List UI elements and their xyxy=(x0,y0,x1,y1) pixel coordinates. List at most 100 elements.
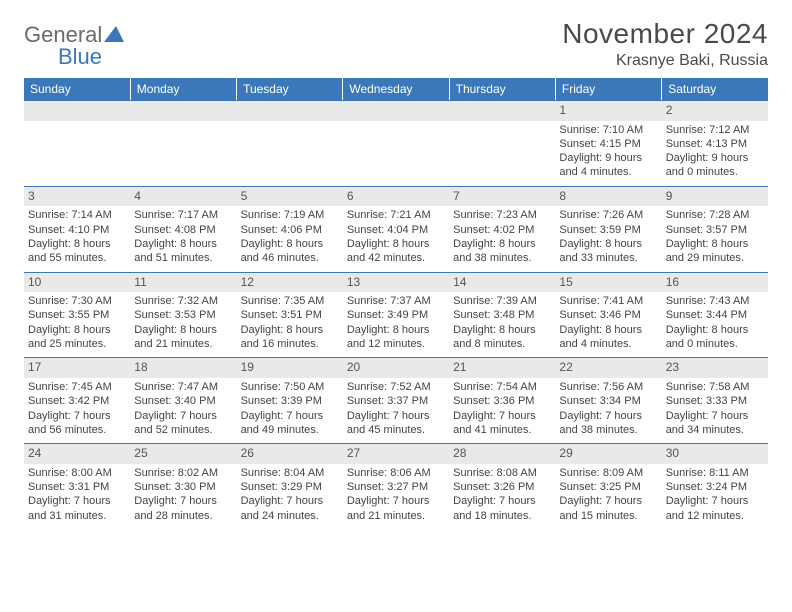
day-number: 12 xyxy=(237,272,343,293)
day-body: Sunrise: 7:21 AMSunset: 4:04 PMDaylight:… xyxy=(343,206,449,271)
day-number: 20 xyxy=(343,357,449,378)
calendar-cell: 9Sunrise: 7:28 AMSunset: 3:57 PMDaylight… xyxy=(662,186,768,272)
logo: General Blue xyxy=(24,18,124,68)
calendar-cell: 20Sunrise: 7:52 AMSunset: 3:37 PMDayligh… xyxy=(343,357,449,443)
daylight-text: Daylight: 7 hours and 49 minutes. xyxy=(241,409,339,438)
sunset-text: Sunset: 4:04 PM xyxy=(347,223,445,237)
daylight-text: Daylight: 7 hours and 15 minutes. xyxy=(559,494,657,523)
calendar-cell xyxy=(449,100,555,186)
day-body xyxy=(237,121,343,186)
day-body: Sunrise: 7:47 AMSunset: 3:40 PMDaylight:… xyxy=(130,378,236,443)
col-monday: Monday xyxy=(130,78,236,100)
day-number: 27 xyxy=(343,443,449,464)
calendar-cell: 24Sunrise: 8:00 AMSunset: 3:31 PMDayligh… xyxy=(24,443,130,529)
calendar-cell: 17Sunrise: 7:45 AMSunset: 3:42 PMDayligh… xyxy=(24,357,130,443)
day-number: 24 xyxy=(24,443,130,464)
day-body: Sunrise: 7:10 AMSunset: 4:15 PMDaylight:… xyxy=(555,121,661,186)
calendar-cell: 1Sunrise: 7:10 AMSunset: 4:15 PMDaylight… xyxy=(555,100,661,186)
sunset-text: Sunset: 3:49 PM xyxy=(347,308,445,322)
calendar-week-row: 1Sunrise: 7:10 AMSunset: 4:15 PMDaylight… xyxy=(24,100,768,186)
day-body: Sunrise: 8:08 AMSunset: 3:26 PMDaylight:… xyxy=(449,464,555,529)
day-number: 10 xyxy=(24,272,130,293)
triangle-icon xyxy=(104,26,124,42)
weekday-header-row: Sunday Monday Tuesday Wednesday Thursday… xyxy=(24,78,768,100)
sunrise-text: Sunrise: 7:56 AM xyxy=(559,380,657,394)
col-thursday: Thursday xyxy=(449,78,555,100)
sunset-text: Sunset: 3:30 PM xyxy=(134,480,232,494)
logo-text-blue: Blue xyxy=(58,44,102,69)
sunrise-text: Sunrise: 8:08 AM xyxy=(453,466,551,480)
sunset-text: Sunset: 4:10 PM xyxy=(28,223,126,237)
day-number: 29 xyxy=(555,443,661,464)
sunset-text: Sunset: 3:24 PM xyxy=(666,480,764,494)
sunset-text: Sunset: 4:13 PM xyxy=(666,137,764,151)
sunset-text: Sunset: 3:33 PM xyxy=(666,394,764,408)
calendar-week-row: 24Sunrise: 8:00 AMSunset: 3:31 PMDayligh… xyxy=(24,443,768,529)
calendar-cell: 27Sunrise: 8:06 AMSunset: 3:27 PMDayligh… xyxy=(343,443,449,529)
daylight-text: Daylight: 9 hours and 4 minutes. xyxy=(559,151,657,180)
daylight-text: Daylight: 8 hours and 21 minutes. xyxy=(134,323,232,352)
sunset-text: Sunset: 3:37 PM xyxy=(347,394,445,408)
sunset-text: Sunset: 3:48 PM xyxy=(453,308,551,322)
sunset-text: Sunset: 3:42 PM xyxy=(28,394,126,408)
sunrise-text: Sunrise: 7:37 AM xyxy=(347,294,445,308)
sunset-text: Sunset: 3:51 PM xyxy=(241,308,339,322)
day-body: Sunrise: 7:35 AMSunset: 3:51 PMDaylight:… xyxy=(237,292,343,357)
day-body: Sunrise: 7:23 AMSunset: 4:02 PMDaylight:… xyxy=(449,206,555,271)
calendar-cell: 7Sunrise: 7:23 AMSunset: 4:02 PMDaylight… xyxy=(449,186,555,272)
calendar-cell xyxy=(343,100,449,186)
calendar-cell: 4Sunrise: 7:17 AMSunset: 4:08 PMDaylight… xyxy=(130,186,236,272)
sunrise-text: Sunrise: 7:35 AM xyxy=(241,294,339,308)
day-number xyxy=(237,100,343,121)
daylight-text: Daylight: 7 hours and 56 minutes. xyxy=(28,409,126,438)
day-number: 21 xyxy=(449,357,555,378)
location: Krasnye Baki, Russia xyxy=(562,52,768,70)
daylight-text: Daylight: 8 hours and 4 minutes. xyxy=(559,323,657,352)
day-number xyxy=(24,100,130,121)
day-number: 8 xyxy=(555,186,661,207)
day-number: 2 xyxy=(662,100,768,121)
day-body xyxy=(343,121,449,186)
calendar-cell: 15Sunrise: 7:41 AMSunset: 3:46 PMDayligh… xyxy=(555,272,661,358)
sunrise-text: Sunrise: 7:19 AM xyxy=(241,208,339,222)
calendar-cell: 18Sunrise: 7:47 AMSunset: 3:40 PMDayligh… xyxy=(130,357,236,443)
day-body: Sunrise: 8:11 AMSunset: 3:24 PMDaylight:… xyxy=(662,464,768,529)
calendar-table: Sunday Monday Tuesday Wednesday Thursday… xyxy=(24,78,768,529)
sunset-text: Sunset: 3:29 PM xyxy=(241,480,339,494)
calendar-week-row: 10Sunrise: 7:30 AMSunset: 3:55 PMDayligh… xyxy=(24,272,768,358)
sunset-text: Sunset: 3:26 PM xyxy=(453,480,551,494)
day-body: Sunrise: 7:17 AMSunset: 4:08 PMDaylight:… xyxy=(130,206,236,271)
daylight-text: Daylight: 8 hours and 38 minutes. xyxy=(453,237,551,266)
calendar-cell: 21Sunrise: 7:54 AMSunset: 3:36 PMDayligh… xyxy=(449,357,555,443)
sunset-text: Sunset: 3:36 PM xyxy=(453,394,551,408)
col-wednesday: Wednesday xyxy=(343,78,449,100)
day-body: Sunrise: 7:28 AMSunset: 3:57 PMDaylight:… xyxy=(662,206,768,271)
sunset-text: Sunset: 3:55 PM xyxy=(28,308,126,322)
daylight-text: Daylight: 8 hours and 55 minutes. xyxy=(28,237,126,266)
day-number xyxy=(130,100,236,121)
day-body: Sunrise: 7:26 AMSunset: 3:59 PMDaylight:… xyxy=(555,206,661,271)
sunrise-text: Sunrise: 7:21 AM xyxy=(347,208,445,222)
daylight-text: Daylight: 7 hours and 31 minutes. xyxy=(28,494,126,523)
calendar-cell xyxy=(237,100,343,186)
day-number: 5 xyxy=(237,186,343,207)
sunset-text: Sunset: 3:57 PM xyxy=(666,223,764,237)
sunset-text: Sunset: 3:44 PM xyxy=(666,308,764,322)
day-body xyxy=(24,121,130,186)
sunrise-text: Sunrise: 7:23 AM xyxy=(453,208,551,222)
day-body: Sunrise: 8:02 AMSunset: 3:30 PMDaylight:… xyxy=(130,464,236,529)
day-body: Sunrise: 8:00 AMSunset: 3:31 PMDaylight:… xyxy=(24,464,130,529)
col-tuesday: Tuesday xyxy=(237,78,343,100)
sunrise-text: Sunrise: 7:45 AM xyxy=(28,380,126,394)
day-number: 9 xyxy=(662,186,768,207)
calendar-cell: 26Sunrise: 8:04 AMSunset: 3:29 PMDayligh… xyxy=(237,443,343,529)
day-number: 18 xyxy=(130,357,236,378)
sunset-text: Sunset: 4:15 PM xyxy=(559,137,657,151)
daylight-text: Daylight: 7 hours and 52 minutes. xyxy=(134,409,232,438)
day-body: Sunrise: 7:41 AMSunset: 3:46 PMDaylight:… xyxy=(555,292,661,357)
day-number: 14 xyxy=(449,272,555,293)
calendar-week-row: 3Sunrise: 7:14 AMSunset: 4:10 PMDaylight… xyxy=(24,186,768,272)
sunrise-text: Sunrise: 8:09 AM xyxy=(559,466,657,480)
day-body: Sunrise: 8:09 AMSunset: 3:25 PMDaylight:… xyxy=(555,464,661,529)
daylight-text: Daylight: 8 hours and 42 minutes. xyxy=(347,237,445,266)
